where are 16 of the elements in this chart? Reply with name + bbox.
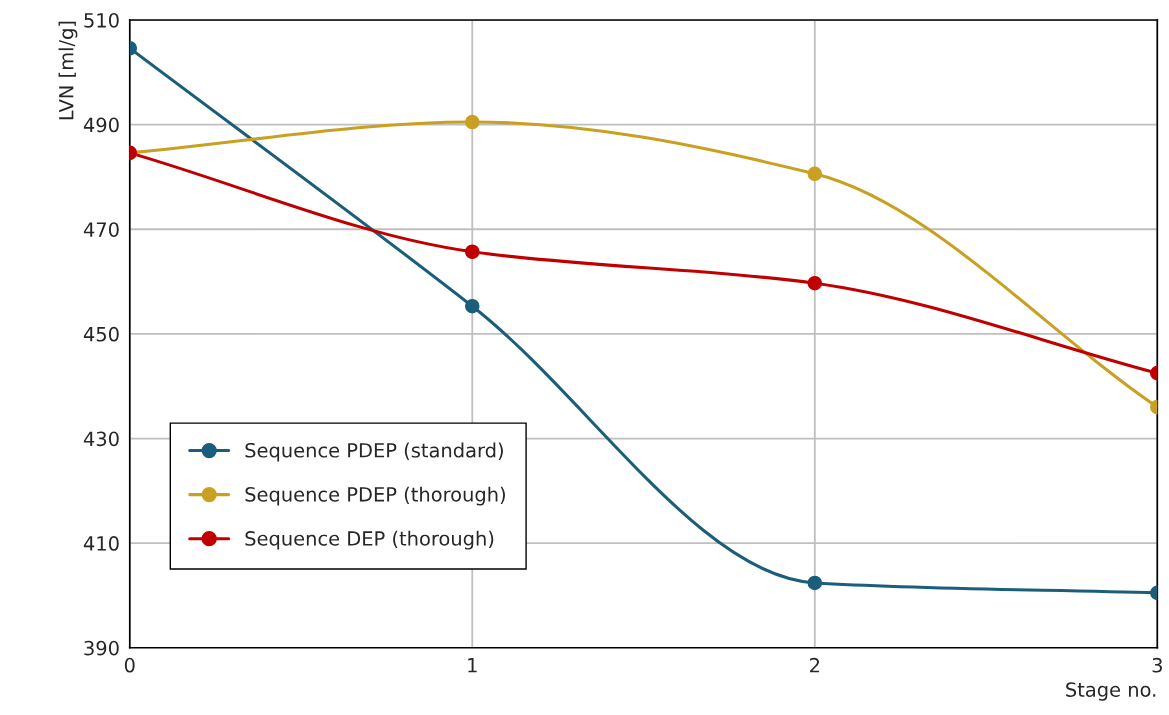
- y-tick-label: 510: [84, 12, 119, 28]
- legend-label: Sequence PDEP (standard): [245, 442, 503, 462]
- x-tick-label: 3: [1152, 657, 1162, 673]
- y-tick-label: 490: [83, 117, 119, 133]
- legend-label: Sequence PDEP (thorough): [245, 486, 505, 506]
- x-tick-label: 0: [124, 657, 135, 673]
- y-tick-label: 470: [83, 222, 119, 237]
- legend-label: Sequence DEP (thorough): [245, 530, 494, 550]
- x-axis-title: Stage no.: [1066, 682, 1156, 701]
- x-tick-label: 1: [468, 658, 477, 673]
- x-tick-label: 2: [810, 657, 820, 673]
- y-tick-label: 410: [83, 536, 119, 551]
- y-tick-label: 450: [83, 326, 119, 342]
- y-tick-label: 430: [83, 431, 119, 447]
- y-tick-label: 390: [84, 640, 119, 656]
- y-axis-title: LVN [ml/g]: [58, 21, 78, 120]
